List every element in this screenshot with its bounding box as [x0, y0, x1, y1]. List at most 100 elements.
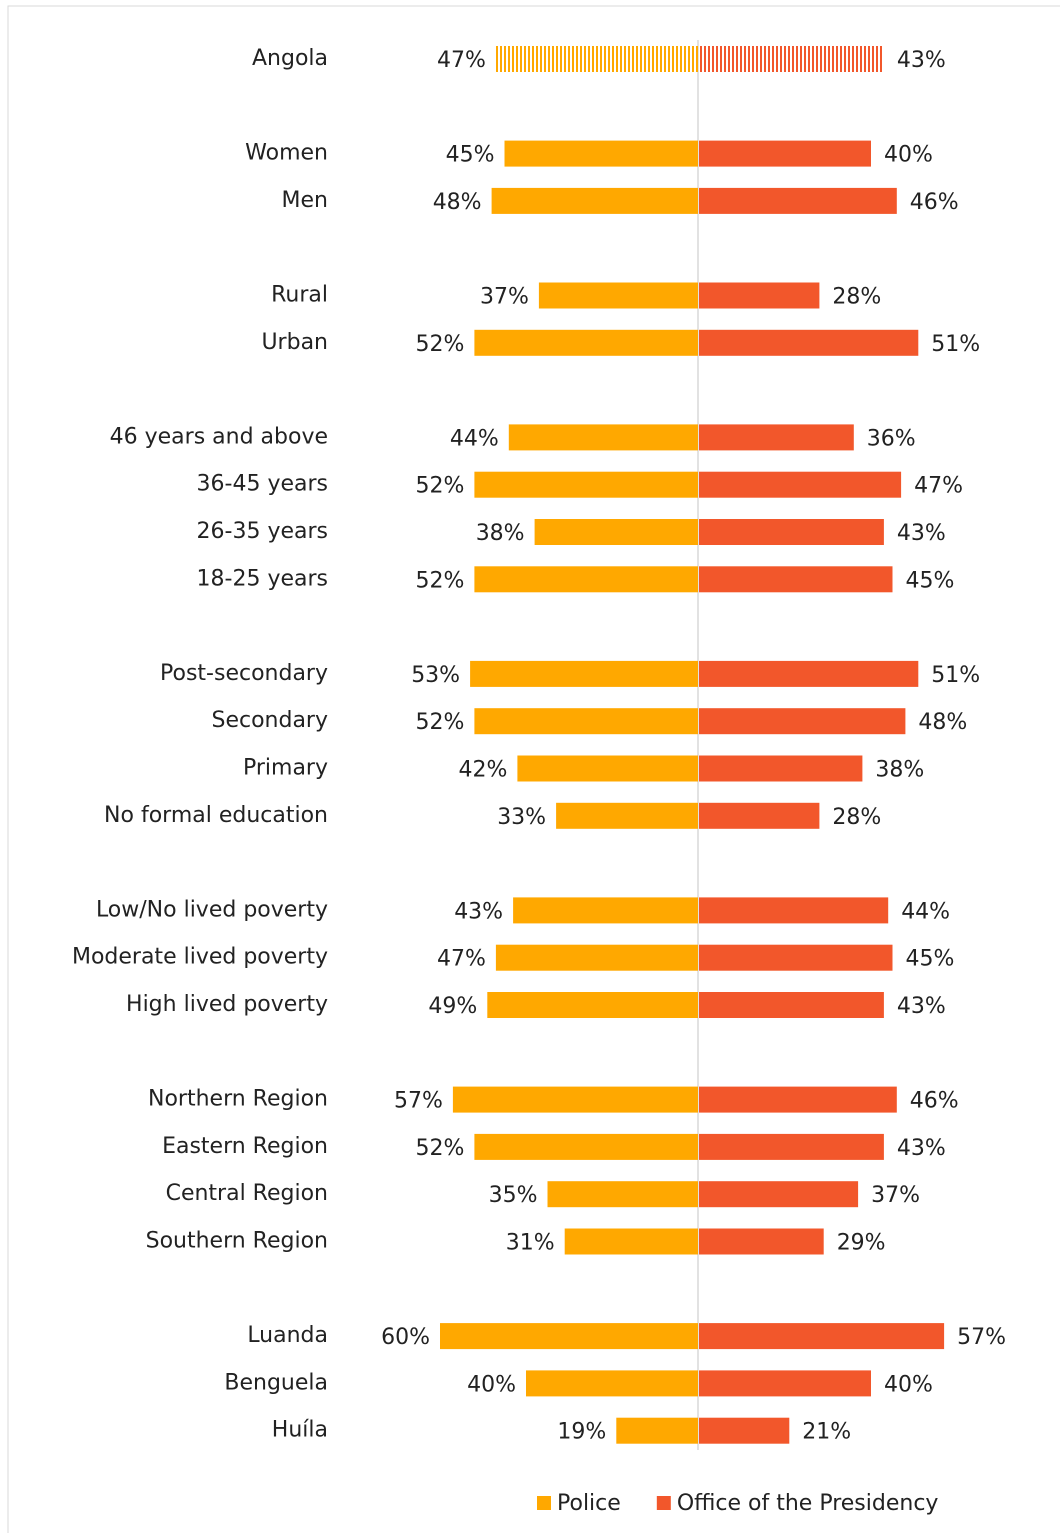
bar	[699, 424, 854, 451]
value-label: 19%	[557, 1420, 606, 1445]
category-label: Women	[245, 141, 328, 166]
value-label: 33%	[497, 805, 546, 830]
category-label: Low/No lived poverty	[96, 897, 328, 922]
category-label: Men	[282, 188, 328, 213]
value-label: 21%	[802, 1420, 851, 1445]
value-label: 43%	[897, 1136, 946, 1161]
bar	[699, 897, 889, 924]
category-label: High lived poverty	[126, 992, 328, 1017]
category-label: 46 years and above	[110, 424, 328, 449]
value-label: 44%	[450, 426, 499, 451]
bar	[474, 471, 698, 498]
value-label: 45%	[906, 568, 955, 593]
bar	[699, 519, 884, 545]
value-label: 40%	[884, 1372, 933, 1397]
bar	[564, 1228, 698, 1255]
bar	[487, 992, 698, 1018]
value-label: 47%	[437, 48, 486, 73]
bar	[616, 1417, 698, 1444]
value-label: 38%	[875, 758, 924, 783]
value-label: 35%	[489, 1183, 538, 1208]
bar	[495, 944, 698, 971]
value-label: 43%	[897, 48, 946, 73]
value-label: 60%	[381, 1325, 430, 1350]
value-label: 46%	[910, 1089, 959, 1114]
category-label: Benguela	[224, 1370, 328, 1395]
value-label: 46%	[910, 190, 959, 215]
bar	[699, 1417, 790, 1444]
legend-label: Office of the Presidency	[677, 1491, 939, 1516]
category-label: Huíla	[272, 1418, 328, 1443]
value-label: 40%	[467, 1372, 516, 1397]
bar	[474, 566, 698, 593]
value-label: 42%	[458, 758, 507, 783]
value-label: 43%	[454, 899, 503, 924]
value-label: 52%	[415, 568, 464, 593]
chart-frame	[7, 5, 1060, 1533]
bar	[699, 566, 893, 593]
bar	[699, 46, 884, 72]
bar	[534, 519, 698, 545]
category-label: Southern Region	[146, 1229, 328, 1254]
bar	[513, 897, 698, 924]
bar	[699, 140, 871, 167]
bar	[699, 1228, 824, 1255]
bar	[699, 992, 884, 1018]
category-label: Urban	[261, 330, 328, 355]
value-label: 38%	[476, 521, 525, 546]
category-label: Secondary	[211, 708, 328, 733]
value-label: 48%	[433, 190, 482, 215]
value-label: 51%	[931, 663, 980, 688]
bar	[699, 471, 902, 498]
value-label: 48%	[918, 710, 967, 735]
category-label: Moderate lived poverty	[72, 945, 328, 970]
bar	[526, 1370, 698, 1397]
value-label: 45%	[906, 947, 955, 972]
category-label: Eastern Region	[162, 1134, 328, 1159]
bar	[538, 282, 698, 309]
value-label: 40%	[884, 143, 933, 168]
value-label: 43%	[897, 521, 946, 546]
value-label: 28%	[832, 805, 881, 830]
category-label: No formal education	[104, 803, 328, 828]
value-label: 37%	[480, 285, 529, 310]
category-label: Primary	[243, 756, 328, 781]
bar	[699, 708, 906, 735]
bar	[470, 660, 698, 687]
value-label: 44%	[901, 899, 950, 924]
bar	[474, 708, 698, 735]
value-label: 52%	[415, 1136, 464, 1161]
value-label: 57%	[957, 1325, 1006, 1350]
value-label: 49%	[428, 994, 477, 1019]
category-label: Angola	[252, 46, 328, 71]
bar	[699, 660, 919, 687]
value-label: 28%	[832, 285, 881, 310]
bar	[699, 1086, 897, 1113]
bar	[491, 187, 698, 214]
value-label: 57%	[394, 1089, 443, 1114]
value-label: 47%	[914, 474, 963, 499]
category-label: Central Region	[166, 1181, 328, 1206]
value-label: 36%	[867, 426, 916, 451]
bar	[699, 282, 820, 309]
value-label: 52%	[415, 332, 464, 357]
value-label: 43%	[897, 994, 946, 1019]
bar	[699, 329, 919, 356]
category-label: Northern Region	[148, 1087, 328, 1112]
value-label: 52%	[415, 474, 464, 499]
value-label: 51%	[931, 332, 980, 357]
category-label: Rural	[271, 283, 328, 308]
bar	[699, 1181, 859, 1208]
bar	[556, 802, 698, 829]
value-label: 52%	[415, 710, 464, 735]
bar	[699, 944, 893, 971]
bar	[699, 1323, 945, 1350]
bar	[699, 1133, 884, 1160]
value-label: 31%	[506, 1231, 555, 1256]
bar	[440, 1323, 698, 1350]
legend-swatch	[537, 1496, 551, 1510]
bar	[508, 424, 698, 451]
bar	[699, 1370, 871, 1397]
bar	[452, 1086, 698, 1113]
